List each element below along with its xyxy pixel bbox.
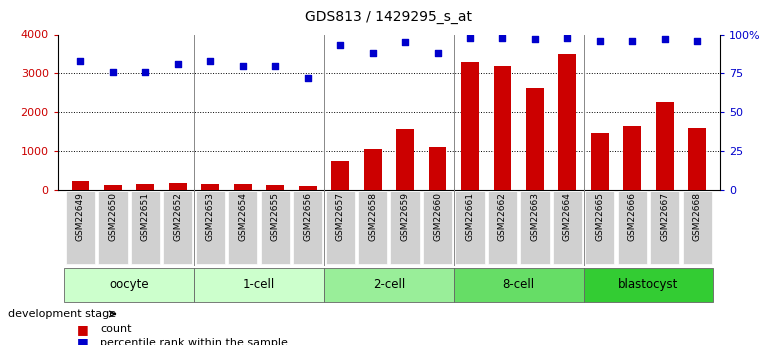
Point bbox=[561, 35, 574, 40]
Text: ■: ■ bbox=[77, 336, 89, 345]
FancyBboxPatch shape bbox=[99, 191, 128, 264]
Text: GSM22655: GSM22655 bbox=[271, 192, 280, 241]
FancyBboxPatch shape bbox=[585, 191, 614, 264]
Bar bbox=[688, 128, 706, 190]
Text: blastocyst: blastocyst bbox=[618, 278, 678, 291]
Bar bbox=[656, 102, 674, 190]
Point bbox=[367, 50, 379, 56]
Bar bbox=[72, 181, 89, 190]
Point bbox=[172, 61, 184, 67]
Text: GSM22650: GSM22650 bbox=[109, 192, 118, 241]
Point bbox=[497, 35, 509, 40]
FancyBboxPatch shape bbox=[650, 191, 679, 264]
FancyBboxPatch shape bbox=[683, 191, 711, 264]
FancyBboxPatch shape bbox=[455, 191, 484, 264]
Bar bbox=[136, 184, 154, 190]
Point bbox=[431, 50, 444, 56]
Bar bbox=[266, 185, 284, 190]
Text: GSM22667: GSM22667 bbox=[660, 192, 669, 241]
Bar bbox=[299, 186, 316, 190]
Point bbox=[75, 58, 87, 64]
Text: GSM22666: GSM22666 bbox=[628, 192, 637, 241]
Text: count: count bbox=[100, 324, 132, 334]
Text: GSM22656: GSM22656 bbox=[303, 192, 312, 241]
Text: GSM22652: GSM22652 bbox=[173, 192, 182, 241]
Bar bbox=[363, 149, 382, 190]
Text: GSM22664: GSM22664 bbox=[563, 192, 572, 241]
Point bbox=[204, 58, 216, 64]
Text: GSM22663: GSM22663 bbox=[531, 192, 540, 241]
Text: development stage: development stage bbox=[8, 309, 115, 319]
FancyBboxPatch shape bbox=[66, 191, 95, 264]
Text: oocyte: oocyte bbox=[109, 278, 149, 291]
Text: GSM22660: GSM22660 bbox=[433, 192, 442, 241]
Bar bbox=[494, 66, 511, 190]
Text: 8-cell: 8-cell bbox=[503, 278, 534, 291]
FancyBboxPatch shape bbox=[423, 191, 452, 264]
Point bbox=[302, 75, 314, 81]
Point bbox=[399, 40, 411, 45]
Text: GSM22668: GSM22668 bbox=[693, 192, 701, 241]
Text: GDS813 / 1429295_s_at: GDS813 / 1429295_s_at bbox=[306, 10, 472, 24]
FancyBboxPatch shape bbox=[194, 268, 324, 302]
Text: 1-cell: 1-cell bbox=[243, 278, 275, 291]
Text: GSM22665: GSM22665 bbox=[595, 192, 604, 241]
Text: 2-cell: 2-cell bbox=[373, 278, 405, 291]
Bar bbox=[104, 185, 122, 190]
FancyBboxPatch shape bbox=[293, 191, 323, 264]
FancyBboxPatch shape bbox=[131, 191, 160, 264]
Point bbox=[594, 38, 606, 43]
Text: GSM22659: GSM22659 bbox=[400, 192, 410, 241]
Bar bbox=[558, 53, 576, 190]
Point bbox=[658, 37, 671, 42]
Text: GSM22654: GSM22654 bbox=[238, 192, 247, 241]
Point bbox=[529, 37, 541, 42]
Bar bbox=[526, 88, 544, 190]
FancyBboxPatch shape bbox=[196, 191, 225, 264]
Bar bbox=[624, 126, 641, 190]
Point bbox=[691, 38, 703, 43]
Text: GSM22649: GSM22649 bbox=[76, 192, 85, 241]
FancyBboxPatch shape bbox=[64, 268, 194, 302]
FancyBboxPatch shape bbox=[324, 268, 454, 302]
Point bbox=[334, 43, 346, 48]
Text: GSM22657: GSM22657 bbox=[336, 192, 345, 241]
FancyBboxPatch shape bbox=[553, 191, 582, 264]
Bar bbox=[169, 183, 187, 190]
Bar bbox=[429, 147, 447, 190]
FancyBboxPatch shape bbox=[358, 191, 387, 264]
Bar bbox=[234, 184, 252, 190]
FancyBboxPatch shape bbox=[228, 191, 257, 264]
Text: GSM22651: GSM22651 bbox=[141, 192, 150, 241]
Bar bbox=[396, 129, 414, 190]
FancyBboxPatch shape bbox=[163, 191, 192, 264]
Point bbox=[464, 35, 476, 40]
Text: GSM22661: GSM22661 bbox=[466, 192, 474, 241]
Point bbox=[626, 38, 638, 43]
Text: GSM22662: GSM22662 bbox=[498, 192, 507, 241]
Text: GSM22658: GSM22658 bbox=[368, 192, 377, 241]
Point bbox=[107, 69, 119, 75]
Text: percentile rank within the sample: percentile rank within the sample bbox=[100, 338, 288, 345]
FancyBboxPatch shape bbox=[326, 191, 355, 264]
Bar bbox=[461, 62, 479, 190]
Bar bbox=[331, 161, 349, 190]
FancyBboxPatch shape bbox=[488, 191, 517, 264]
FancyBboxPatch shape bbox=[260, 191, 290, 264]
FancyBboxPatch shape bbox=[390, 191, 420, 264]
FancyBboxPatch shape bbox=[618, 191, 647, 264]
Bar bbox=[591, 134, 609, 190]
Point bbox=[139, 69, 152, 75]
Bar bbox=[202, 184, 219, 190]
FancyBboxPatch shape bbox=[521, 191, 550, 264]
Text: GSM22653: GSM22653 bbox=[206, 192, 215, 241]
Text: ■: ■ bbox=[77, 323, 89, 336]
FancyBboxPatch shape bbox=[584, 268, 714, 302]
Point bbox=[236, 63, 249, 68]
FancyBboxPatch shape bbox=[454, 268, 584, 302]
Point bbox=[269, 63, 281, 68]
